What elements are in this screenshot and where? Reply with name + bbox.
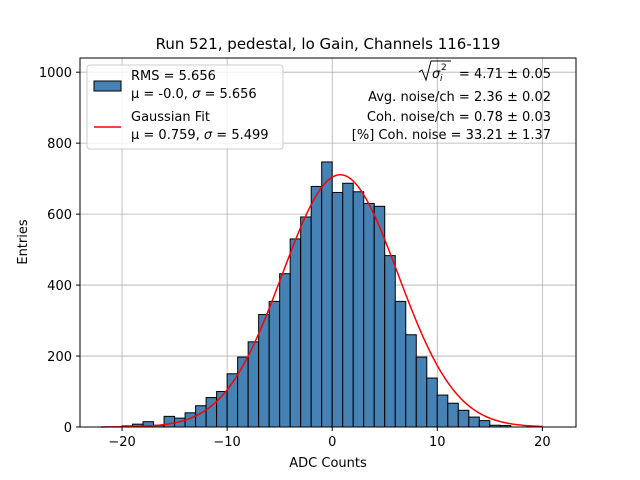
histogram-bar — [310, 185, 323, 428]
histogram-bar — [384, 255, 396, 428]
x-axis-label: ADC Counts — [289, 456, 367, 471]
histogram-bar — [163, 415, 176, 428]
y-tick-label: 0 — [64, 421, 72, 436]
x-tick-label: −20 — [108, 435, 135, 450]
gaussian-fit-line — [101, 173, 543, 428]
histogram-bar — [331, 191, 344, 428]
sigma-subscript: i — [440, 74, 443, 84]
sigma-symbol: σ — [432, 67, 441, 82]
x-tick-label: −10 — [213, 435, 240, 450]
avg-noise-annotation: Avg. noise/ch = 2.36 ± 0.02 — [368, 90, 551, 105]
pct-coh-noise-annotation: [%] Coh. noise = 33.21 ± 1.37 — [352, 128, 551, 143]
histogram-bar — [415, 356, 428, 428]
x-tick-label: 10 — [429, 435, 446, 450]
sqrt-symbol — [418, 60, 451, 82]
y-tick-label: 600 — [47, 208, 72, 223]
histogram-bar — [363, 202, 375, 428]
legend-entry-fit-line1: Gaussian Fit — [131, 110, 210, 125]
plot-frame — [79, 57, 577, 428]
y-tick-label: 1000 — [39, 66, 72, 81]
chart-title: Run 521, pedestal, lo Gain, Channels 116… — [156, 35, 501, 53]
x-tick-label: 20 — [534, 435, 551, 450]
histogram-bar — [279, 273, 291, 428]
histogram-bar — [373, 205, 386, 428]
histogram-bar — [268, 300, 281, 428]
x-axis-ticks: −20 −10 0 10 20 — [108, 427, 551, 450]
legend-histogram-swatch — [93, 80, 122, 92]
histogram-bar — [426, 377, 438, 428]
y-tick-label: 200 — [47, 350, 72, 365]
sigma-superscript: 2 — [441, 63, 447, 73]
y-axis-ticks: 0 200 400 600 800 1000 — [39, 66, 80, 436]
y-tick-label: 800 — [47, 137, 72, 152]
sqrt-sigma-annotation: σ i 2 = 4.71 ± 0.05 — [418, 60, 551, 84]
sqrt-sigma-value: = 4.71 ± 0.05 — [459, 67, 551, 82]
histogram-bar — [394, 300, 407, 428]
y-tick-label: 400 — [47, 279, 72, 294]
histogram-bar — [468, 416, 480, 428]
histogram-bar — [436, 394, 449, 428]
histogram-bar — [447, 402, 459, 428]
histogram-bar — [352, 191, 365, 428]
histogram-bar — [321, 161, 333, 428]
histogram-bar — [195, 405, 207, 428]
legend-box — [86, 64, 284, 150]
histogram-bar — [300, 216, 312, 428]
y-axis-label: Entries — [16, 219, 31, 265]
x-tick-label: 0 — [328, 435, 336, 450]
legend-entry-fit-line2: μ = 0.759, σ = 5.499 — [131, 128, 269, 143]
histogram-bar — [289, 238, 302, 428]
histogram-bar — [457, 409, 470, 428]
histogram-bar — [237, 356, 249, 428]
legend-entry-histogram-line2: μ = -0.0, σ = 5.656 — [131, 87, 257, 102]
noise-annotations: σ i 2 = 4.71 ± 0.05 Avg. noise/ch = 2.36… — [352, 60, 551, 143]
legend: RMS = 5.656 μ = -0.0, σ = 5.656 Gaussian… — [86, 64, 284, 150]
legend-entry-histogram-line1: RMS = 5.656 — [131, 69, 216, 84]
histogram-bar — [247, 341, 260, 428]
histogram-bar — [342, 182, 354, 428]
histogram-bar — [478, 420, 491, 428]
coh-noise-annotation: Coh. noise/ch = 0.78 ± 0.03 — [367, 110, 551, 125]
histogram-bar — [405, 334, 417, 428]
